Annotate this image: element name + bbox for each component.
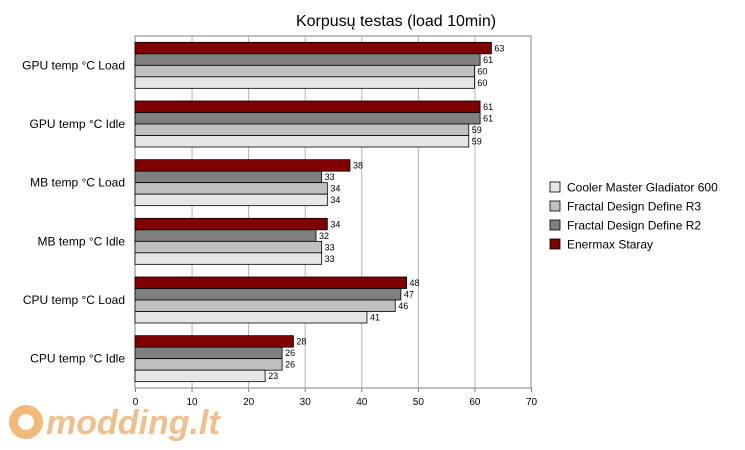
logo-text: modding.lt (46, 404, 221, 442)
bar (134, 135, 470, 148)
x-tick-label: 50 (413, 397, 425, 408)
data-label: 34 (330, 195, 340, 205)
x-tick-label: 0 (133, 397, 139, 408)
category-label: GPU temp °C Idle (30, 117, 126, 131)
x-tick-label: 70 (526, 397, 538, 408)
data-label: 46 (398, 301, 408, 311)
data-label: 38 (353, 161, 363, 171)
data-label: 32 (319, 231, 329, 241)
bar (134, 53, 481, 66)
legend-swatch (549, 238, 561, 250)
data-label: 33 (325, 254, 335, 264)
plot-frame (134, 35, 532, 389)
bar (134, 335, 294, 348)
x-tick-label: 20 (243, 397, 255, 408)
data-label: 33 (325, 172, 335, 182)
bar (134, 252, 323, 265)
bar (134, 299, 396, 312)
bar (134, 240, 323, 254)
x-tick-label: 40 (356, 397, 368, 408)
logo-wrench-hole (18, 414, 34, 430)
bar (134, 369, 266, 383)
legend-swatch (549, 181, 561, 193)
x-tick-label: 60 (469, 397, 481, 408)
category-label: MB temp °C Load (30, 176, 125, 190)
data-label: 34 (330, 184, 340, 194)
data-label: 41 (370, 313, 380, 323)
modding-lt-logo: modding.lt (9, 404, 221, 442)
data-label: 59 (472, 137, 482, 147)
bar (134, 100, 481, 113)
bar (134, 76, 475, 89)
bar (134, 41, 492, 55)
bar (134, 288, 402, 301)
legend-swatch (549, 219, 561, 231)
x-tick-label: 10 (187, 397, 199, 408)
bar (134, 358, 283, 371)
category-label: MB temp °C Idle (38, 234, 126, 248)
bar (134, 112, 481, 125)
bar (134, 159, 351, 172)
legend: Cooler Master Gladiator 600 Fractal Desig… (549, 181, 718, 252)
data-label: 61 (483, 102, 493, 112)
data-label: 60 (477, 66, 487, 76)
category-label: CPU temp °C Load (23, 293, 125, 307)
data-label: 26 (285, 348, 295, 358)
bar (134, 64, 475, 78)
data-label: 60 (477, 78, 487, 88)
legend-swatch (549, 200, 561, 212)
data-label: 26 (285, 360, 295, 370)
bar (134, 123, 470, 136)
bar (134, 182, 328, 195)
bar (134, 217, 328, 231)
bar (134, 193, 328, 207)
bar (134, 170, 323, 184)
bar (134, 276, 407, 289)
legend-label: Cooler Master Gladiator 600 (567, 181, 718, 195)
bar (134, 311, 368, 324)
data-label: 33 (325, 242, 335, 252)
x-tick-label: 30 (300, 397, 312, 408)
data-label: 48 (410, 278, 420, 288)
legend-label: Fractal Design Define R2 (567, 219, 701, 233)
data-label: 23 (268, 371, 278, 381)
data-label: 47 (404, 290, 414, 300)
data-label: 34 (330, 219, 340, 229)
legend-label: Enermax Staray (567, 238, 653, 252)
bar (134, 229, 317, 242)
legend-label: Fractal Design Define R3 (567, 200, 701, 214)
category-label: CPU temp °C Idle (30, 352, 125, 366)
data-label: 28 (296, 337, 306, 347)
bar (134, 346, 283, 360)
data-label: 61 (483, 114, 493, 124)
chart-title: Korpusų testas (load 10min) (296, 13, 496, 30)
data-label: 63 (494, 43, 504, 53)
data-label: 61 (483, 55, 493, 65)
data-label: 59 (472, 125, 482, 135)
category-label: GPU temp °C Load (22, 58, 125, 72)
